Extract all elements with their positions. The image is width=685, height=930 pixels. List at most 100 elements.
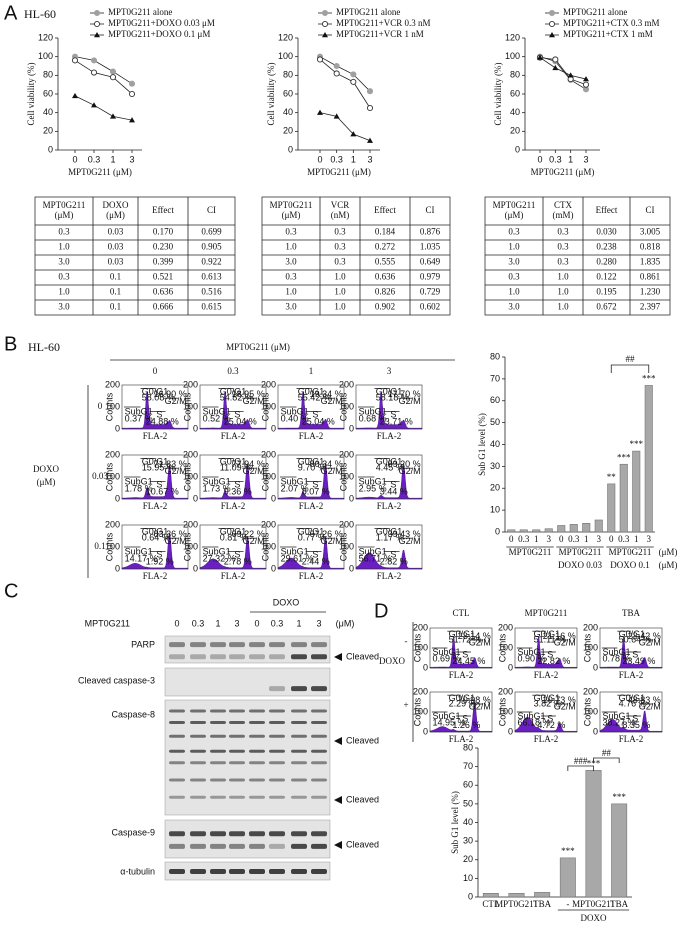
axis-label: FLA-2	[377, 571, 402, 581]
axis-label: Counts	[497, 697, 507, 726]
axis-label: Counts	[338, 462, 348, 491]
band	[190, 831, 206, 837]
gate-value: 1.73 %	[203, 484, 231, 494]
significance: ***	[612, 792, 626, 802]
legend-label: MPT0G211+DOXO 0.1 μM	[108, 29, 210, 39]
y-tick-label: 0	[115, 423, 120, 433]
row-label: +	[403, 700, 408, 710]
histogram	[429, 635, 493, 669]
column-label: MPT0G211	[525, 608, 568, 618]
x-tick-label: 0	[509, 534, 514, 544]
lane-label: 1	[215, 618, 220, 628]
bar	[507, 529, 516, 533]
y-tick-label: 100	[183, 471, 198, 481]
x-tick-label: 0.3	[618, 534, 630, 544]
band	[269, 795, 285, 799]
legend-label: MPT0G211 alone	[108, 7, 172, 17]
y-tick-label: 0	[349, 423, 354, 433]
axis-label: Counts	[104, 532, 114, 561]
gate-label: G2/M	[165, 466, 187, 476]
gate-label: S	[390, 409, 396, 419]
gate-value: 48.83 %	[628, 695, 661, 705]
table-header: Effect	[596, 205, 618, 215]
band	[169, 721, 185, 724]
gate-value: 1.92 %	[146, 556, 174, 566]
table-cell: 0.3	[285, 272, 297, 282]
gate-value: 89.20 %	[388, 459, 421, 469]
gate-label: SubG1	[203, 407, 231, 417]
gate-value: 54.82 %	[220, 393, 253, 403]
gate-label: G2/M	[165, 396, 187, 406]
row-label: 0.1	[94, 541, 105, 551]
band	[269, 869, 285, 874]
legend-marker	[322, 32, 328, 38]
y-tick-label: 0	[423, 726, 428, 736]
plot-frame	[355, 384, 423, 430]
gate-label: G0/G1	[298, 456, 325, 466]
bar	[532, 529, 541, 533]
band	[269, 734, 285, 738]
gate-value: 0.81 %	[220, 533, 248, 543]
marker	[128, 90, 136, 98]
y-tick-label: 60	[490, 395, 500, 405]
x-tick-label: 0.3	[549, 154, 562, 164]
y-tick-label: 120	[505, 32, 520, 42]
y-tick-label: 70	[463, 761, 473, 771]
y-tick-label: 0	[593, 726, 598, 736]
lane-label: 1	[296, 618, 301, 628]
table-cell: 3.0	[508, 257, 520, 267]
gate-value: 27.32 %	[203, 554, 236, 564]
series-line	[74, 60, 133, 95]
bar	[482, 893, 499, 898]
table-cell: 0.636	[375, 272, 396, 282]
y-axis-label: Sub G1 level (%)	[477, 413, 487, 476]
lane-label: 3	[234, 618, 239, 628]
gate-label: SubG1	[432, 647, 460, 657]
histogram	[599, 710, 663, 733]
gate-label: G0/G1	[619, 693, 646, 703]
marker	[109, 74, 117, 81]
band	[210, 869, 226, 874]
gate-label: SubG1	[281, 477, 309, 487]
gate-value: 21.16 %	[543, 631, 576, 641]
band	[210, 734, 226, 738]
protein-label: Caspase-9	[111, 827, 155, 837]
column-label: 3	[387, 366, 392, 376]
table-header: CI	[646, 205, 655, 215]
series-line	[539, 57, 587, 80]
gate-label: SubG1	[203, 547, 231, 557]
table-cell: 0.3	[334, 242, 346, 252]
gate-label: G2/M	[399, 466, 421, 476]
significance: ***	[630, 439, 644, 449]
band	[249, 721, 265, 724]
band	[190, 734, 206, 738]
band	[229, 831, 245, 837]
gate-value: 8.35 %	[622, 720, 650, 730]
x-tick-label: 0.3	[88, 154, 101, 164]
x-tick-label: 3	[129, 154, 134, 164]
y-tick-label: 200	[183, 379, 198, 389]
blot	[164, 819, 331, 859]
gate-label: SubG1	[125, 407, 153, 417]
series-line	[74, 56, 133, 85]
table-header: VCR	[331, 200, 350, 210]
table-cell: 0.3	[557, 257, 569, 267]
marker	[90, 69, 98, 76]
gate-value: 24.88 %	[146, 416, 179, 426]
x-tick-label: TBA	[533, 899, 552, 909]
table-cell: 0.03	[108, 242, 124, 252]
gate-value: 39.43 %	[388, 529, 421, 539]
axis-label: FLA-2	[143, 431, 168, 441]
table-cell: 0.672	[596, 302, 616, 312]
x-tick-label: MPT0G211	[495, 899, 538, 909]
table-cell: 0.876	[420, 227, 441, 237]
gate-label: SubG1	[517, 647, 545, 657]
table-frame	[34, 196, 236, 316]
marker	[316, 56, 324, 63]
marker	[110, 113, 116, 119]
plot-frame	[121, 384, 189, 430]
histogram	[121, 464, 189, 500]
legend-marker	[548, 9, 556, 17]
gate-label: S	[462, 650, 468, 660]
gate-value: 1.26 %	[452, 720, 480, 730]
